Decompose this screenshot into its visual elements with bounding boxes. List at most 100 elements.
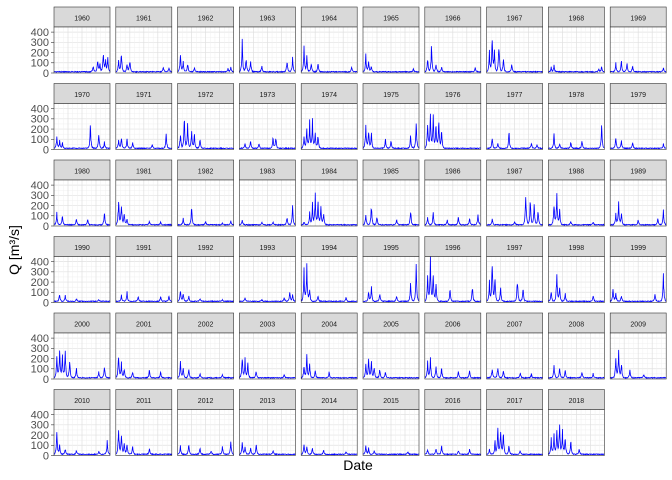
facet-panel-1966: 1966 [424,6,482,74]
panel-grid [239,256,296,303]
facet-strip-label: 1975 [383,92,399,99]
panel-grid [54,256,110,303]
y-tick-label: 200 [31,353,49,365]
facet-strip-label: 2012 [198,398,214,405]
y-tick-label: 300 [31,37,49,49]
facet-strip-label: 1977 [507,92,523,99]
facet-strip-label: 1965 [383,16,399,23]
panel-border [53,103,111,150]
facet-strip-label: 1988 [569,169,585,176]
panel-border [424,256,482,303]
panel-border [362,409,420,456]
panel-border [362,26,420,74]
discharge-series-line [486,266,543,303]
panel-grid [239,103,296,150]
panel-grid [424,333,481,379]
facet-panel-1988: 1988 [548,159,605,227]
panel-border [300,409,358,456]
facet-strip-label: 1986 [445,169,461,176]
panel-border [424,409,482,456]
panel-grid [239,27,296,73]
facet-strip-label: 1983 [260,169,276,176]
discharge-series-line [609,60,667,74]
facet-panel-2011: 2011 [115,389,173,456]
facet-panel-1962: 1962 [177,6,234,74]
discharge-series-line [239,292,296,303]
facet-strip-label: 2001 [136,322,152,329]
y-tick-label: 0 [43,450,49,462]
panel-grid [54,333,110,379]
panel-grid [301,409,358,456]
y-tick-label: 200 [31,124,49,136]
discharge-series-line [609,273,667,303]
facet-panel-2004: 2004 [300,312,358,380]
discharge-series-line [115,291,173,303]
panel-border [424,103,482,150]
panel-grid [424,27,481,73]
facet-panel-1974: 1974 [300,83,358,150]
facet-panel-2014: 2014 [300,389,358,456]
facet-panel-1996: 1996 [424,236,482,303]
facet-strip-label: 1999 [630,245,646,252]
discharge-series-line [300,354,358,379]
panel-grid [610,256,667,303]
facet-panel-2006: 2006 [424,312,482,380]
panel-grid [486,333,543,379]
y-tick-label: 100 [31,58,49,70]
panel-border [609,179,667,227]
panel-border [548,332,605,380]
panel-grid [424,409,481,456]
facet-panel-2012: 2012 [177,389,234,456]
y-tick-label: 0 [43,297,49,309]
panel-border [239,332,296,380]
y-tick-label: 400 [31,409,49,421]
discharge-series-line [486,197,543,226]
panel-grid [115,409,172,456]
discharge-series-line [362,264,420,303]
facet-strip-label: 2002 [198,322,214,329]
y-tick-label: 400 [31,256,49,268]
facet-strip-label: 1980 [74,169,90,176]
y-tick-label: 100 [31,440,49,452]
facet-strip-label: 1970 [74,92,90,99]
facet-panel-2015: 2015 [362,389,420,456]
panel-border [177,332,234,380]
facet-strip-label: 1998 [569,245,585,252]
panel-grid [301,103,358,150]
facet-strip-label: 2003 [260,322,276,329]
facet-strip-label: 1964 [321,16,337,23]
facet-panel-2005: 2005 [362,312,420,380]
panel-border [362,103,420,150]
panel-grid [363,27,419,73]
facet-panel-1999: 1999 [609,236,667,303]
discharge-series-line [53,211,111,227]
facet-strip-label: 2005 [383,322,399,329]
facet-strip-label: 2014 [321,398,337,405]
facet-strip-label: 1992 [198,245,214,252]
panel-grid [115,180,172,226]
facet-strip-label: 1966 [445,16,461,23]
facet-panel-1991: 1991 [115,236,173,303]
discharge-series-line [610,349,667,379]
facet-strip-label: 1976 [445,92,461,99]
panel-grid [301,27,358,73]
panel-grid [115,333,172,379]
discharge-series-line [362,445,420,456]
facet-strip-label: 1987 [507,169,523,176]
panel-border [53,256,111,303]
panel-grid [177,256,234,303]
y-tick-label: 100 [31,287,49,299]
facet-panel-1967: 1967 [486,6,543,74]
facet-panel-1972: 1972 [177,83,234,150]
discharge-series-line [53,350,111,379]
panel-grid [54,27,110,73]
panel-grid [115,256,172,303]
discharge-series-line [300,118,358,150]
panel-border [486,409,543,456]
panel-grid [610,27,667,73]
